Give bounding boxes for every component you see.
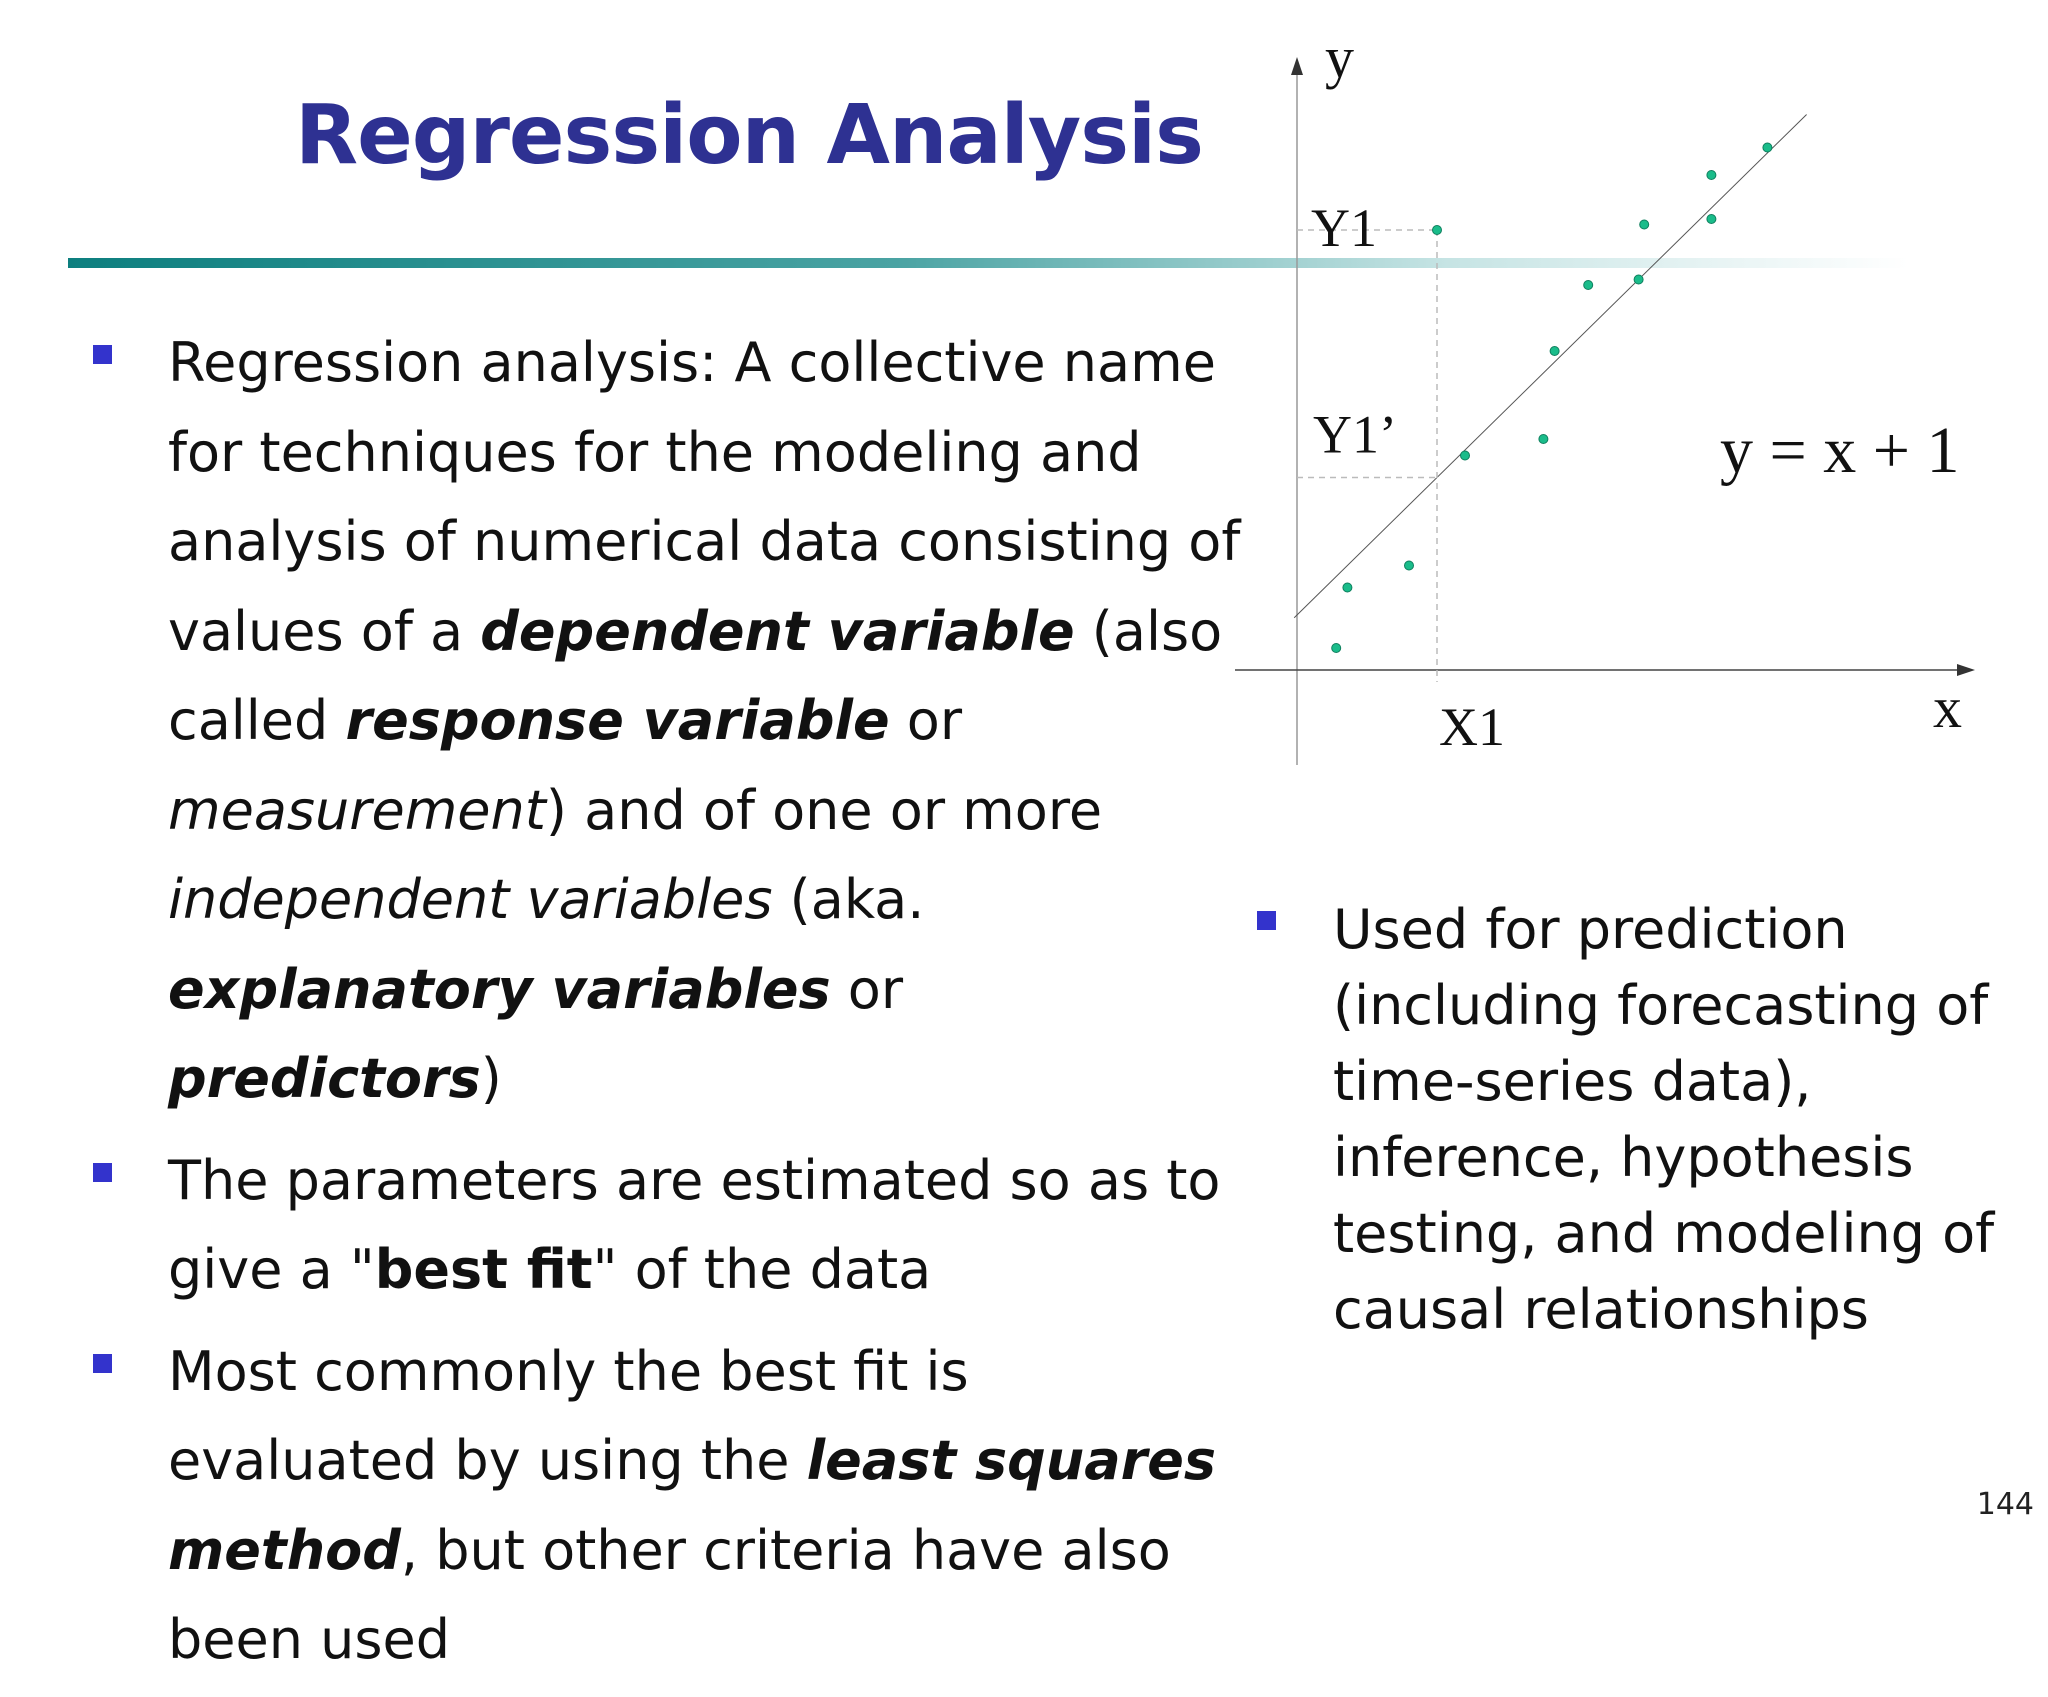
bullet-text-run: explanatory variables [168, 957, 831, 1021]
bullet-text-run: dependent variable [480, 599, 1075, 663]
bullet-text-run: measurement [168, 778, 546, 842]
equation-label: y = x + 1 [1720, 414, 1959, 487]
x-axis-arrow-icon [1957, 664, 1975, 676]
bullet-text-run: response variable [345, 689, 890, 752]
bullet-text-run: Regression analysis: A collective name f… [168, 331, 1241, 663]
bullet-item: The parameters are estimated so as to gi… [88, 1136, 1248, 1315]
bullet-text-run: Used for prediction (including forecasti… [1333, 898, 1995, 1341]
left-bullet-list: Regression analysis: A collective name f… [88, 318, 1248, 1697]
data-point [1538, 434, 1549, 444]
data-point [1762, 142, 1773, 153]
square-bullet-icon [93, 1162, 112, 1182]
bullet-text-run: predictors [168, 1047, 481, 1110]
bullet-text-run: best fit [374, 1238, 593, 1301]
regression-scatter-chart: y x Y1 Y1’ X1 y = x + 1 [1235, 35, 1975, 765]
bullet-text-run: ) [480, 1047, 502, 1110]
square-bullet-icon [93, 345, 112, 364]
y1-label: Y1 [1311, 198, 1377, 258]
data-point [1706, 214, 1717, 224]
data-point [1342, 582, 1353, 593]
bullet-text-run: (aka. [772, 868, 925, 931]
y-axis-label: y [1325, 35, 1354, 90]
bullet-text-run: Most commonly the best fit is evaluated … [168, 1339, 969, 1493]
bullet-item: Most commonly the best fit is evaluated … [88, 1327, 1248, 1685]
y1-prime-label: Y1’ [1313, 405, 1397, 465]
bullet-text-run: The parameters are estimated so as to gi… [168, 1148, 1221, 1302]
square-bullet-icon [93, 1353, 112, 1373]
x1-label: X1 [1439, 697, 1505, 757]
y-axis-arrow-icon [1291, 57, 1303, 75]
data-point [1331, 643, 1342, 653]
bullet-text-run: independent variables [168, 868, 773, 931]
bullet-text-run: or [889, 689, 963, 752]
bullet-text-run: " of the data [592, 1238, 932, 1301]
x-axis-label: x [1933, 675, 1962, 740]
fit-line [1293, 114, 1807, 619]
data-point [1432, 225, 1442, 235]
data-point [1549, 346, 1560, 356]
data-point [1639, 219, 1650, 230]
bullet-text-run: ) and of one or more [545, 778, 1103, 842]
data-point [1633, 274, 1644, 285]
title-divider [68, 258, 1908, 268]
square-bullet-icon [1257, 911, 1276, 930]
bullet-item: Used for prediction (including forecasti… [1255, 892, 2015, 1348]
data-point [1404, 560, 1414, 571]
slide-title: Regression Analysis [295, 88, 1204, 183]
bullet-text-run: (also called [168, 599, 1223, 753]
bullet-text-run: or [830, 957, 904, 1021]
data-point [1706, 170, 1717, 180]
bullet-item: Regression analysis: A collective name f… [88, 318, 1248, 1124]
right-bullet-list: Used for prediction (including forecasti… [1255, 892, 2015, 1348]
data-point [1583, 280, 1594, 290]
page-number: 144 [1976, 1487, 2034, 1522]
data-point [1460, 450, 1470, 461]
